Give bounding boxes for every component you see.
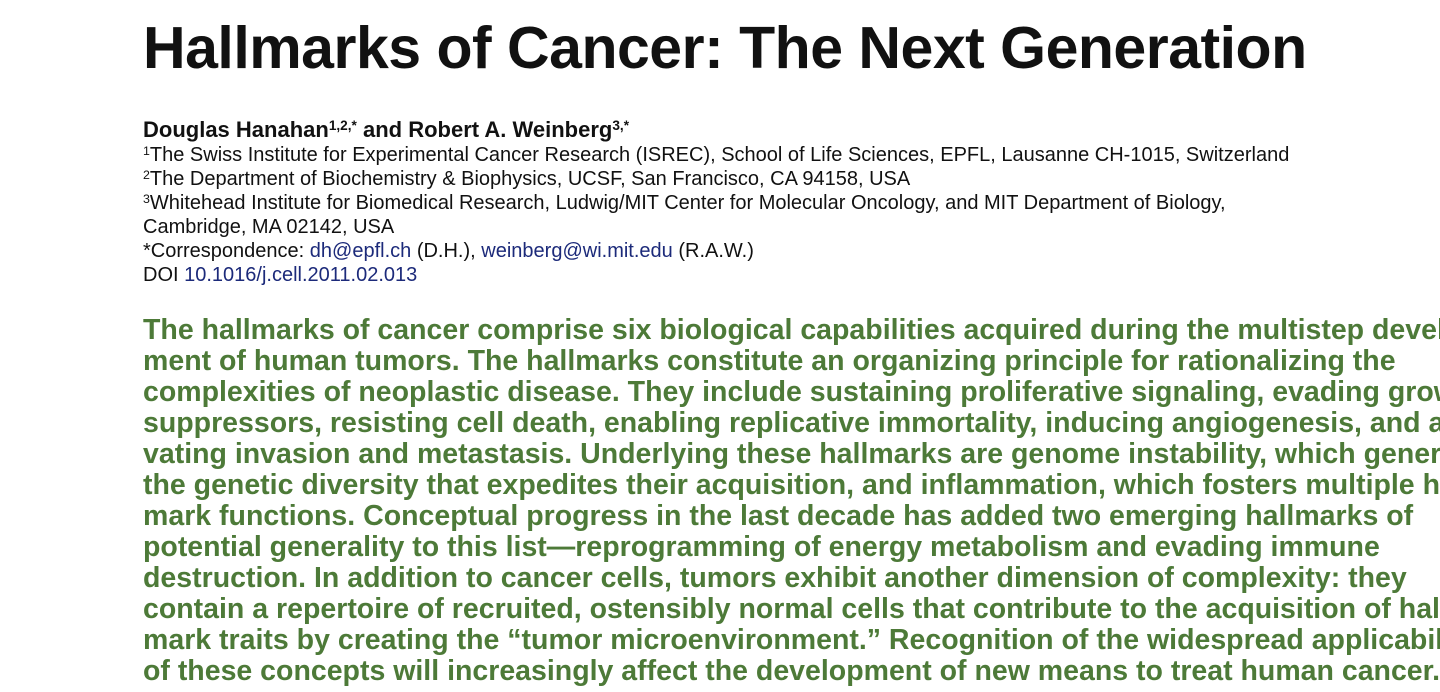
abstract-line: the genetic diversity that expedites the… xyxy=(143,469,1440,501)
email-link[interactable]: dh@epfl.ch xyxy=(309,240,412,262)
abstract-line: mark traits by creating the “tumor micro… xyxy=(143,624,1440,656)
author-name: Robert A. Weinberg xyxy=(408,117,613,142)
abstract-line: ment of human tumors. The hallmarks cons… xyxy=(143,345,1396,377)
correspondence: *Correspondence: dh@epfl.ch (D.H.), wein… xyxy=(143,239,1303,263)
affiliations: 1The Swiss Institute for Experimental Ca… xyxy=(143,143,1303,239)
abstract-line: suppressors, resisting cell death, enabl… xyxy=(143,407,1440,439)
abstract: The hallmarks of cancer comprise six bio… xyxy=(143,314,1440,687)
author-marks: 3,* xyxy=(612,118,630,133)
affiliation-mark: 1 xyxy=(143,144,150,158)
abstract-line: destruction. In addition to cancer cells… xyxy=(143,562,1407,594)
affiliation-text: Whitehead Institute for Biomedical Resea… xyxy=(143,192,1226,238)
author-name: Douglas Hanahan xyxy=(143,117,329,142)
affiliation-mark: 3 xyxy=(143,192,150,206)
affiliation-text: The Department of Biochemistry & Biophys… xyxy=(149,168,911,190)
abstract-line: potential generality to this list—reprog… xyxy=(143,531,1380,563)
abstract-line: mark functions. Conceptual progress in t… xyxy=(143,500,1414,532)
email-initials: (R.A.W.) xyxy=(678,240,754,262)
affiliation: 3Whitehead Institute for Biomedical Rese… xyxy=(143,191,1303,239)
abstract-line: of these concepts will increasingly affe… xyxy=(143,655,1440,687)
affiliation: 2The Department of Biochemistry & Biophy… xyxy=(143,167,1303,191)
abstract-line: The hallmarks of cancer comprise six bio… xyxy=(143,314,1440,346)
doi: DOI 10.1016/j.cell.2011.02.013 xyxy=(143,263,1303,287)
email-link[interactable]: weinberg@wi.mit.edu xyxy=(481,240,673,262)
abstract-line: contain a repertoire of recruited, osten… xyxy=(143,593,1440,625)
authors: Douglas Hanahan1,2,* and Robert A. Weinb… xyxy=(143,117,1303,143)
title: Hallmarks of Cancer: The Next Generation xyxy=(143,15,1307,81)
affiliation-mark: 2 xyxy=(143,168,150,182)
abstract-line: vating invasion and metastasis. Underlyi… xyxy=(143,438,1440,470)
abstract-line: complexities of neoplastic disease. They… xyxy=(143,376,1440,408)
author-joiner: and xyxy=(362,117,403,142)
email-initials: (D.H.), xyxy=(416,240,476,262)
affiliation: 1The Swiss Institute for Experimental Ca… xyxy=(143,143,1303,167)
doi-link[interactable]: 10.1016/j.cell.2011.02.013 xyxy=(184,264,418,286)
correspondence-label: *Correspondence: xyxy=(143,240,305,262)
affiliation-text: The Swiss Institute for Experimental Can… xyxy=(149,144,1290,166)
front-matter: Douglas Hanahan1,2,* and Robert A. Weinb… xyxy=(143,117,1303,287)
author-marks: 1,2,* xyxy=(328,118,357,133)
doi-label: DOI xyxy=(143,264,179,286)
